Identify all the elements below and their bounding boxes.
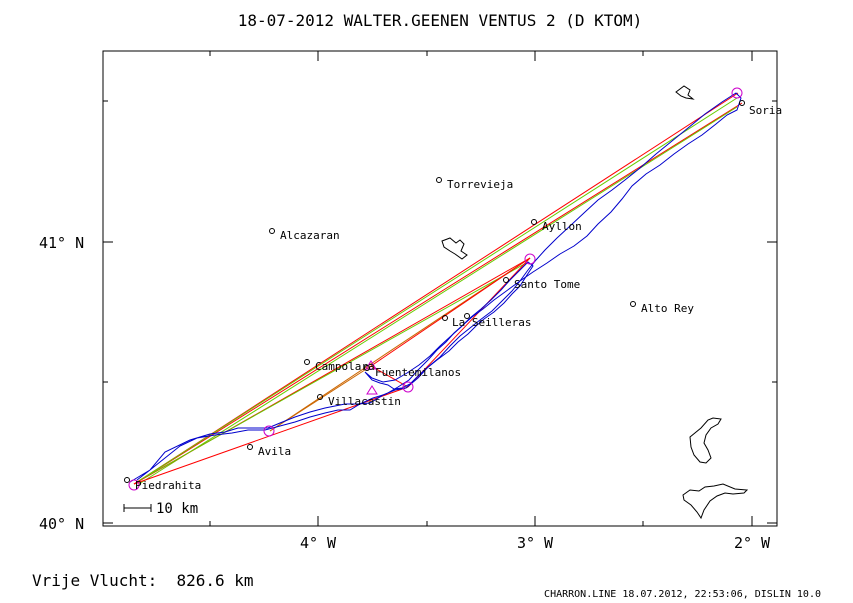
- town-avila: Avila: [247, 444, 291, 458]
- lon-label-3w: 3° W: [517, 534, 554, 552]
- town-alto-rey: Alto Rey: [630, 301, 694, 315]
- town-marker: [464, 313, 470, 319]
- town-marker: [436, 177, 442, 183]
- scale-bar-label: 10 km: [156, 501, 198, 517]
- town-label: Alto Rey: [641, 302, 694, 315]
- town-marker: [269, 228, 275, 234]
- town-marker: [364, 365, 370, 371]
- flight-title: 18-07-2012 WALTER.GEENEN VENTUS 2 (D KTO…: [238, 11, 643, 30]
- credit-line: CHARRON.LINE 18.07.2012, 22:53:06, DISLI…: [544, 589, 821, 600]
- town-label: Avila: [258, 445, 291, 458]
- turnpoint-marker: [402, 381, 414, 393]
- town-fuentemilanos: Fuentemilanos: [364, 365, 461, 379]
- town-marker: [304, 359, 310, 365]
- leg-line-red: [370, 257, 531, 367]
- lat-label-41: 41° N: [39, 234, 84, 252]
- flight-track: [129, 92, 742, 483]
- town-marker: [317, 394, 323, 400]
- town-marker: [247, 444, 253, 450]
- town-alcazaran: Alcazaran: [269, 228, 340, 242]
- town-santo-tome: Santo Tome: [503, 277, 580, 291]
- town-marker: [442, 315, 448, 321]
- leg-line-green: [138, 106, 738, 485]
- leg-line-red: [133, 102, 743, 485]
- turnpoint-marker: [731, 87, 743, 99]
- turnpoints: [128, 87, 743, 491]
- axis-ticks: [103, 51, 777, 526]
- lon-label-4w: 4° W: [300, 534, 337, 552]
- town-label: Campolara: [315, 360, 375, 373]
- town-marker: [531, 219, 537, 225]
- town-piedrahita: Piedrahita: [124, 477, 201, 492]
- turnpoint-marker: [524, 253, 536, 265]
- town-label: Villacastin: [328, 395, 401, 408]
- town-label: Soria: [749, 104, 782, 117]
- town-marker: [739, 100, 745, 106]
- town-marker: [630, 301, 636, 307]
- scale-bar: [123, 504, 152, 512]
- turnpoint-triangle: [365, 360, 377, 370]
- leg-line-red: [133, 92, 739, 485]
- turnpoint-marker: [263, 425, 275, 437]
- town-label: Alcazaran: [280, 229, 340, 242]
- towns: Soria Torrevieja Alcazaran Ayllon Santo …: [124, 100, 782, 492]
- town-ayllon: Ayllon: [531, 219, 582, 233]
- water-outlines: [441, 85, 749, 520]
- lat-label-40: 40° N: [39, 515, 84, 533]
- town-villacastin: Villacastin: [317, 394, 401, 408]
- leg-line-red: [370, 365, 409, 388]
- leg-line-red: [407, 257, 531, 388]
- turnpoint-marker: [128, 479, 140, 491]
- town-label: Ayllon: [542, 220, 582, 233]
- town-label: La Seilleras: [452, 316, 531, 329]
- map-frame: [102, 50, 778, 527]
- town-torrevieja: Torrevieja: [436, 177, 513, 191]
- town-label: Fuentemilanos: [375, 366, 461, 379]
- town-label: Santo Tome: [514, 278, 580, 291]
- town-label: Torrevieja: [447, 178, 513, 191]
- task-legs: [133, 92, 743, 485]
- town-soria: Soria: [739, 100, 782, 117]
- town-la-seilleras: La Seilleras: [442, 313, 531, 329]
- leg-line-green: [136, 97, 738, 483]
- leg-line-green: [139, 261, 529, 481]
- turnpoint-triangle: [366, 385, 378, 395]
- free-flight-distance: Vrije Vlucht: 826.6 km: [32, 571, 254, 590]
- town-marker: [503, 277, 509, 283]
- town-marker: [124, 477, 130, 483]
- town-label: Piedrahita: [135, 479, 201, 492]
- town-campolara: Campolara: [304, 359, 375, 373]
- lon-label-2w: 2° W: [734, 534, 771, 552]
